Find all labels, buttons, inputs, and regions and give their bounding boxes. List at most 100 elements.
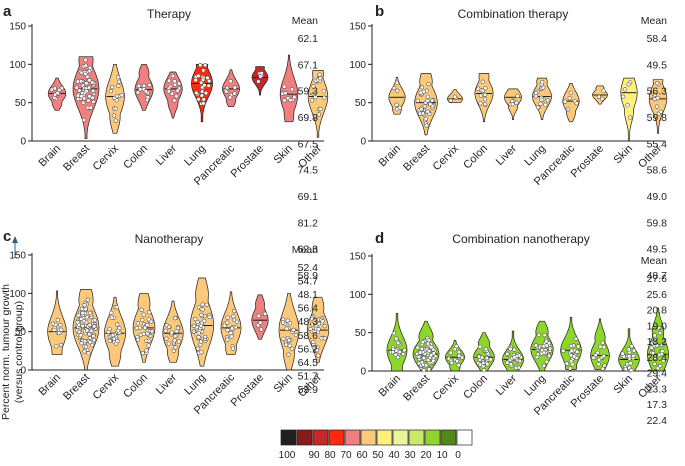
data-point	[417, 111, 423, 116]
data-point	[166, 78, 172, 83]
data-point	[536, 332, 541, 338]
y-tick-label: 100	[9, 289, 26, 300]
data-point	[255, 323, 261, 328]
data-point	[652, 92, 658, 97]
data-point	[561, 348, 566, 354]
data-point	[110, 84, 115, 90]
data-point	[90, 343, 95, 348]
data-point	[626, 82, 631, 87]
data-point	[107, 338, 112, 344]
y-axis-label-line1: Percent norm. tumour growth	[0, 284, 12, 420]
data-point	[166, 89, 171, 94]
data-point	[136, 83, 141, 89]
data-point	[83, 71, 88, 76]
data-point	[657, 330, 663, 336]
data-point	[140, 351, 145, 356]
data-point	[456, 350, 462, 355]
mean-value: 22.4	[647, 415, 668, 427]
violin-cervix	[104, 296, 126, 367]
data-point	[311, 84, 316, 89]
data-point	[196, 97, 201, 102]
data-point	[541, 363, 547, 368]
data-point	[390, 350, 396, 355]
colour-swatch	[440, 429, 457, 446]
data-point	[572, 354, 577, 359]
data-point	[80, 323, 85, 329]
data-point	[314, 348, 320, 353]
data-point	[202, 83, 207, 88]
violin-brain	[388, 77, 406, 115]
data-point	[119, 93, 124, 98]
data-point	[282, 84, 287, 89]
data-point	[134, 326, 139, 331]
data-point	[82, 349, 87, 354]
data-point	[115, 338, 120, 344]
data-point	[629, 344, 634, 349]
data-point	[535, 105, 541, 110]
data-point	[225, 337, 230, 342]
data-point	[591, 355, 596, 360]
data-point	[418, 350, 423, 355]
data-point	[108, 89, 113, 94]
panel-title: Combination therapy	[458, 7, 569, 21]
mean-value: 54.7	[298, 276, 319, 288]
data-point	[75, 320, 80, 325]
colour-scale-label: 0	[455, 450, 461, 461]
mean-value: 67.5	[298, 138, 319, 150]
colour-swatch	[344, 429, 361, 446]
data-point	[114, 93, 120, 99]
data-point	[426, 338, 431, 343]
mean-value: 18.2	[647, 336, 668, 348]
category-label-prostate: Prostate	[569, 143, 606, 180]
data-point	[596, 94, 602, 99]
mean-value: 29.4	[647, 368, 668, 380]
colour-swatch	[328, 429, 345, 446]
data-point	[77, 88, 82, 93]
data-point	[199, 350, 204, 355]
data-point	[424, 123, 429, 128]
data-point	[425, 94, 430, 99]
data-point	[311, 339, 316, 345]
colour-swatch	[424, 429, 441, 446]
panel-letter: c	[3, 228, 11, 245]
data-point	[391, 331, 397, 336]
violin-skin	[620, 77, 638, 142]
data-point	[199, 80, 204, 85]
category-label-cervix: Cervix	[91, 142, 122, 173]
data-point	[111, 336, 117, 341]
data-point	[651, 339, 657, 344]
data-point	[259, 327, 264, 332]
data-point	[169, 330, 174, 335]
data-point	[117, 326, 122, 331]
data-point	[485, 362, 490, 367]
data-point	[478, 101, 483, 106]
data-point	[429, 345, 434, 350]
data-point	[316, 112, 322, 117]
mean-header: Mean	[292, 15, 318, 27]
data-point	[53, 344, 59, 349]
data-point	[91, 338, 96, 343]
data-point	[312, 329, 317, 334]
data-point	[622, 87, 628, 92]
mean-value: 58.6	[647, 165, 668, 177]
data-point	[419, 360, 425, 365]
data-point	[200, 307, 205, 312]
data-point	[316, 327, 321, 332]
y-tick-label: 100	[349, 290, 366, 301]
category-label-breast: Breast	[401, 143, 432, 174]
data-point	[87, 322, 92, 328]
data-point	[395, 88, 400, 93]
data-point	[455, 359, 460, 364]
data-point	[534, 355, 540, 360]
data-point	[200, 89, 205, 94]
panel-d: d Combination nanotherapy 0 50 100 150 BrainBr…	[349, 230, 669, 427]
data-point	[86, 351, 91, 356]
data-point	[544, 343, 549, 348]
data-point	[541, 350, 547, 355]
mean-header: Mean	[641, 15, 667, 27]
data-point	[111, 113, 117, 118]
data-point	[166, 341, 171, 346]
data-point	[146, 343, 151, 348]
data-point	[106, 329, 111, 335]
data-point	[423, 116, 428, 121]
